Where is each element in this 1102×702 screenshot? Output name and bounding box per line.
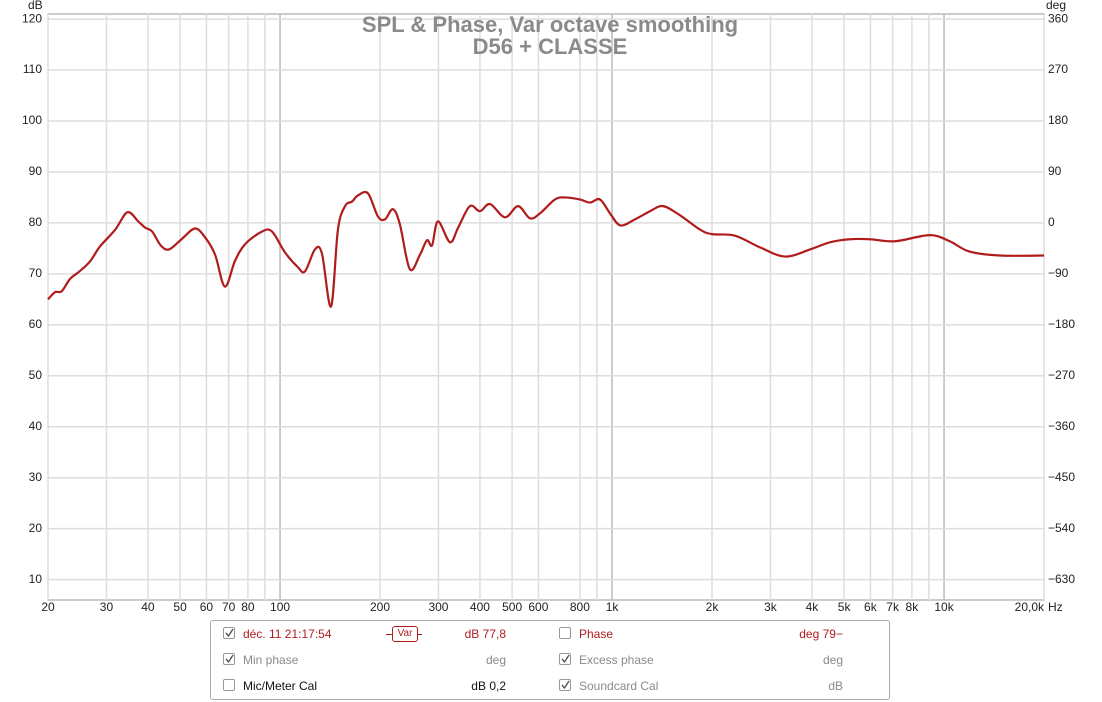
x-tick-label: 40	[141, 600, 155, 614]
legend-panel: déc. 11 21:17:54 Var 77,8 dB Phase −79 deg Mi…	[210, 620, 890, 700]
x-tick-label: 20	[41, 600, 55, 614]
checkbox[interactable]	[223, 653, 235, 665]
y-tick-label: 100	[22, 113, 42, 127]
y-tick-label: 10	[29, 572, 43, 586]
y2-tick-label: 270	[1048, 62, 1068, 76]
y2-tick-label: −630	[1048, 572, 1075, 586]
legend-label: déc. 11 21:17:54	[243, 627, 332, 641]
check-mark	[225, 654, 234, 664]
spl-curve	[47, 190, 1045, 308]
y2-tick-label: −180	[1048, 317, 1075, 331]
y-tick-label: 20	[29, 521, 43, 535]
y2-tick-label: 90	[1048, 164, 1062, 178]
checkbox[interactable]	[559, 653, 571, 665]
legend-row: Min phase deg Excess phase deg	[211, 647, 889, 673]
checkbox[interactable]	[223, 679, 235, 691]
y-tick-label: 30	[29, 470, 43, 484]
chart-title: SPL & Phase, Var octave smoothing	[362, 12, 738, 37]
check-path	[225, 654, 234, 664]
y-tick-label: 120	[22, 11, 42, 25]
legend-label: Excess phase	[579, 653, 654, 667]
smoothing-badge: Var	[386, 626, 422, 642]
x-tick-label: 20,0k	[1015, 600, 1045, 614]
checkbox[interactable]	[559, 679, 571, 691]
check-mark	[561, 680, 570, 690]
x-tick-label: 8k	[906, 600, 920, 614]
check-path	[225, 628, 234, 638]
legend-label: Mic/Meter Cal	[243, 679, 318, 693]
y-tick-label: 90	[29, 164, 43, 178]
y2-tick-label: 360	[1048, 11, 1068, 25]
x-tick-label: 200	[370, 600, 390, 614]
chart-subtitle: D56 + CLASSE	[473, 34, 628, 59]
legend-row: Mic/Meter Cal 0,2 dB Soundcard Cal dB	[211, 673, 889, 699]
x-tick-label: 70	[222, 600, 236, 614]
check-mark	[561, 654, 570, 664]
y2-tick-label: 0	[1048, 215, 1055, 229]
y2-tick-label: 180	[1048, 113, 1068, 127]
x-tick-label: 1k	[606, 600, 620, 614]
x-tick-label: 300	[428, 600, 448, 614]
x-tick-label: 100	[270, 600, 290, 614]
y-tick-label: 110	[23, 62, 42, 76]
x-tick-label: 600	[528, 600, 548, 614]
badge-text[interactable]: Var	[392, 626, 418, 642]
x-tick-label: 80	[241, 600, 255, 614]
chart: dB deg 10 20 30 40 50 60 70 80 90 100 110 120 −630 −5…	[22, 0, 1075, 614]
check-path	[561, 654, 570, 664]
legend-row: déc. 11 21:17:54 Var 77,8 dB Phase −79 deg	[211, 621, 889, 647]
x-tick-label: 6k	[864, 600, 878, 614]
y2-tick-label: −270	[1048, 368, 1075, 382]
x-unit: Hz	[1048, 600, 1063, 614]
x-tick-label: 400	[470, 600, 490, 614]
y2-unit: deg	[1046, 0, 1066, 12]
plot-frame	[47, 13, 1045, 601]
y-tick-label: 60	[29, 317, 43, 331]
x-tick-label: 60	[200, 600, 214, 614]
legend-label: Soundcard Cal	[579, 679, 659, 693]
x-tick-label: 7k	[886, 600, 900, 614]
x-tick-label: 800	[570, 600, 590, 614]
x-tick-label: 10k	[934, 600, 954, 614]
y2-tick-label: −360	[1048, 419, 1075, 433]
y-unit: dB	[28, 0, 43, 12]
y-tick-label: 40	[29, 419, 43, 433]
x-tick-label: 5k	[838, 600, 852, 614]
x-tick-label: 3k	[764, 600, 778, 614]
x-tick-label: 2k	[706, 600, 720, 614]
y-tick-label: 50	[29, 368, 43, 382]
y-tick-label: 70	[29, 266, 43, 280]
check-mark	[225, 628, 234, 638]
checkbox[interactable]	[559, 627, 571, 639]
legend-label: Phase	[579, 627, 614, 641]
x-tick-label: 500	[502, 600, 522, 614]
check-path	[561, 680, 570, 690]
legend-label: Min phase	[243, 653, 299, 667]
y2-tick-label: −540	[1048, 521, 1075, 535]
y2-tick-label: −90	[1048, 266, 1069, 280]
checkbox[interactable]	[223, 627, 235, 639]
x-tick-label: 4k	[806, 600, 820, 614]
x-tick-label: 50	[173, 600, 187, 614]
y2-tick-label: −450	[1048, 470, 1075, 484]
y-tick-label: 80	[29, 215, 43, 229]
x-tick-label: 30	[100, 600, 114, 614]
